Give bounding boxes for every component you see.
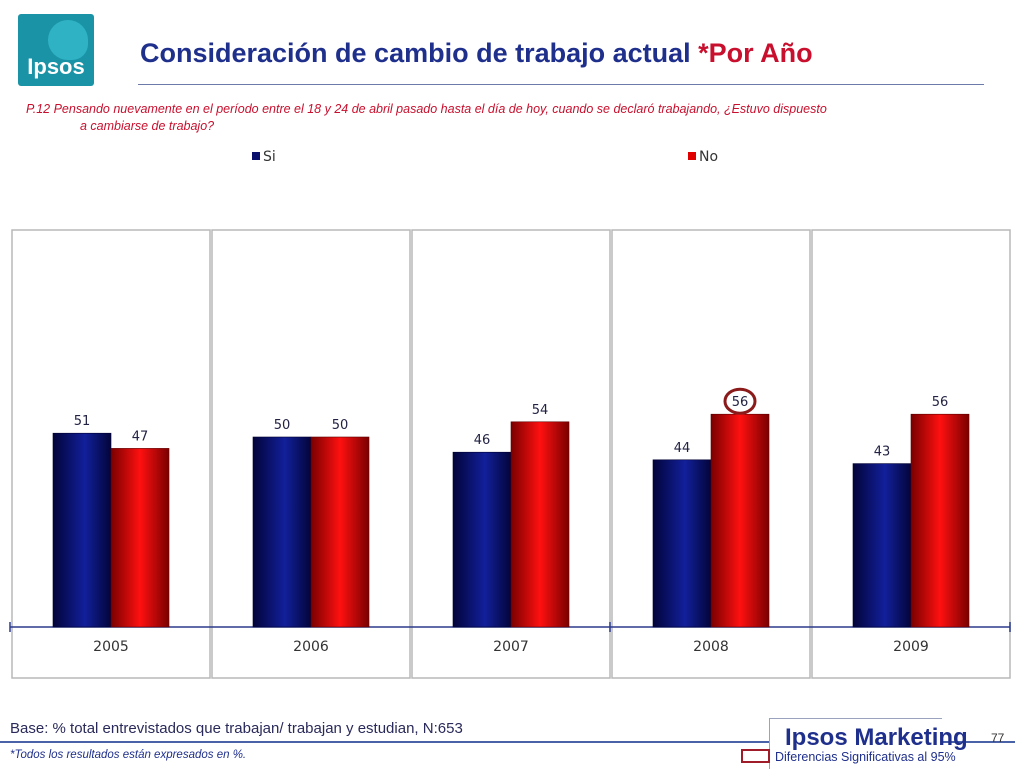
- bar-si-2008: [652, 459, 712, 628]
- x-tick-label-2007: 2007: [493, 639, 529, 655]
- value-label-si-2005: 51: [74, 414, 91, 429]
- bar-no-2005: [110, 448, 170, 628]
- ipsos-logo: Ipsos: [18, 14, 94, 86]
- significance-marker-2008: [723, 387, 757, 415]
- x-tick-label-2005: 2005: [93, 639, 129, 655]
- question-line-2: a cambiarse de trabajo?: [80, 119, 215, 133]
- question-line-1: P.12 Pensando nuevamente en el período e…: [26, 102, 827, 116]
- title-accent: *Por Año: [698, 38, 813, 68]
- logo-text: Ipsos: [27, 54, 85, 79]
- title-divider: [138, 84, 984, 85]
- bar-si-2007: [452, 451, 512, 628]
- significance-legend-icon: [741, 749, 770, 763]
- brand-name: Ipsos Marketing: [785, 724, 968, 751]
- bar-si-2005: [52, 432, 112, 628]
- bar-no-2009: [910, 413, 970, 628]
- legend-label-si: Si: [263, 149, 276, 165]
- legend-label-no: No: [699, 149, 719, 165]
- value-label-no-2009: 56: [932, 395, 949, 410]
- footer-divider: [0, 741, 1015, 743]
- value-label-si-2006: 50: [274, 418, 291, 433]
- value-label-si-2007: 46: [474, 433, 491, 448]
- title-main: Consideración de cambio de trabajo actua…: [140, 38, 699, 68]
- base-text: Base: % total entrevistados que trabajan…: [10, 720, 463, 737]
- value-label-si-2008: 44: [674, 441, 691, 456]
- x-tick-label-2009: 2009: [893, 639, 929, 655]
- footnote: *Todos los resultados están expresados e…: [10, 749, 247, 761]
- value-label-no-2007: 54: [532, 403, 549, 418]
- bar-no-2008: [710, 413, 770, 628]
- bar-chart: 51 47 2005 50 50 2006 46 54 2007 44 56 2008 43 56 2009: [9, 229, 1011, 679]
- x-tick-label-2006: 2006: [293, 639, 329, 655]
- legend-item-si: Si: [252, 149, 276, 165]
- value-label-si-2009: 43: [874, 445, 891, 460]
- brand-box: [769, 718, 942, 769]
- page-number: 77: [991, 731, 1005, 745]
- bar-si-2006: [252, 436, 312, 628]
- value-label-no-2008: 56: [732, 395, 749, 410]
- x-tick-label-2008: 2008: [693, 639, 729, 655]
- question-text: P.12 Pensando nuevamente en el período e…: [26, 101, 986, 135]
- value-label-no-2006: 50: [332, 418, 349, 433]
- logo-face-icon: [48, 20, 88, 60]
- significance-legend-label: Diferencias Significativas al 95%: [775, 750, 956, 764]
- bar-si-2009: [852, 463, 912, 628]
- legend-item-no: No: [688, 149, 718, 165]
- bar-no-2006: [310, 436, 370, 628]
- legend-swatch-no: [688, 152, 696, 160]
- value-label-no-2005: 47: [132, 429, 149, 444]
- bar-no-2007: [510, 421, 570, 628]
- legend-swatch-si: [252, 152, 260, 160]
- page-title: Consideración de cambio de trabajo actua…: [140, 38, 813, 69]
